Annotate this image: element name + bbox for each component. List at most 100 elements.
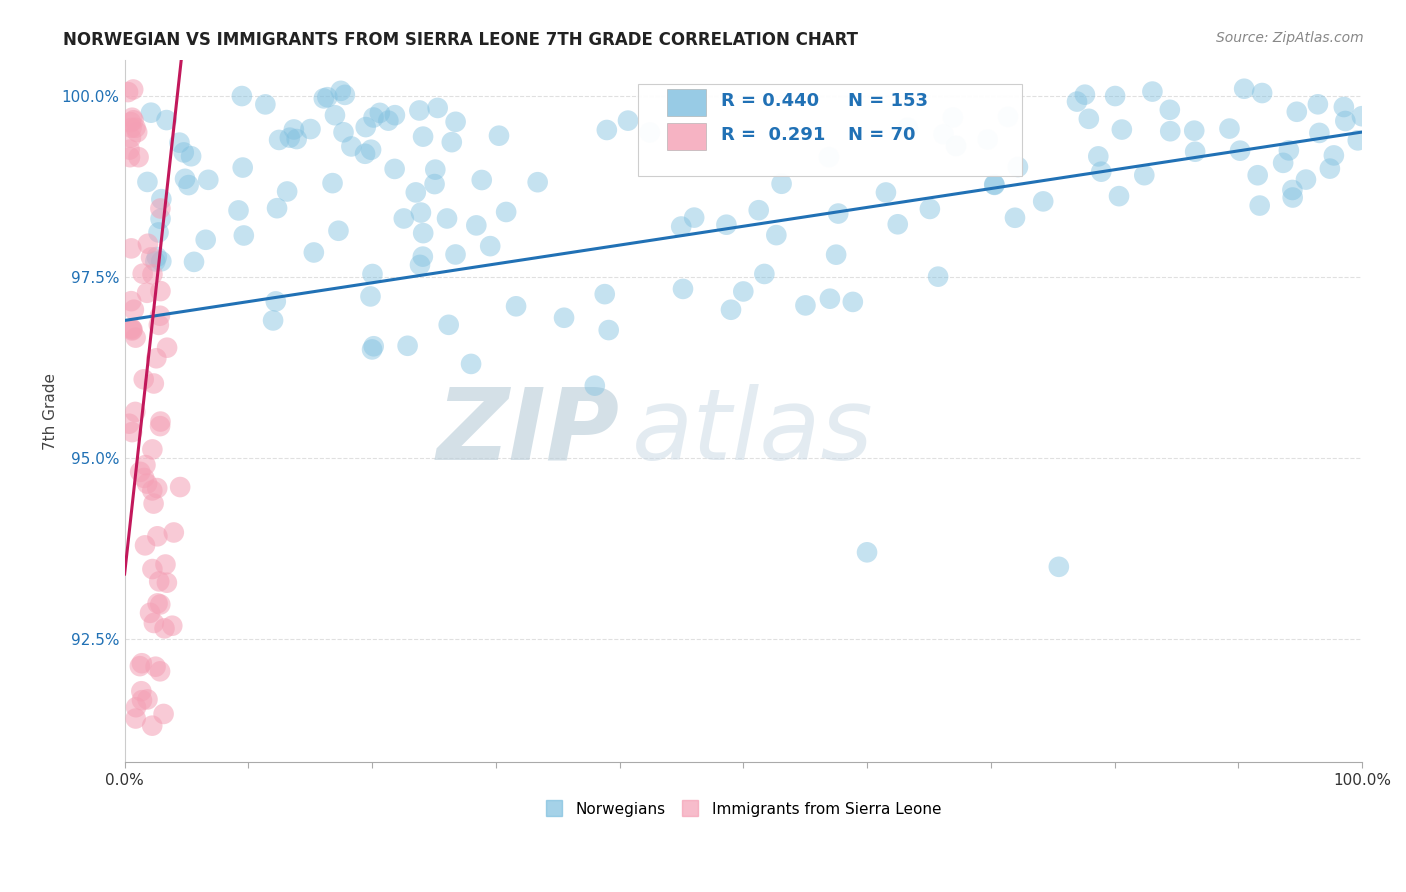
Point	[136, 285, 159, 300]
Point	[683, 211, 706, 225]
Point	[748, 203, 770, 218]
Text: N = 70: N = 70	[848, 126, 915, 144]
Point	[1133, 168, 1156, 182]
Bar	[666, 123, 706, 150]
Point	[156, 575, 179, 590]
Point	[1108, 189, 1130, 203]
Point	[142, 615, 165, 630]
Point	[942, 111, 965, 125]
Point	[155, 113, 177, 128]
Point	[122, 302, 145, 317]
Point	[146, 250, 169, 264]
Point	[139, 251, 162, 265]
Point	[1074, 87, 1097, 102]
Point	[377, 113, 399, 128]
Point	[460, 357, 482, 371]
Point	[945, 138, 967, 153]
Point	[146, 481, 169, 495]
Point	[897, 120, 920, 135]
Point	[412, 226, 434, 240]
Point	[194, 233, 217, 247]
Point	[124, 405, 146, 419]
Point	[1281, 190, 1303, 204]
Point	[818, 292, 841, 306]
Point	[1347, 133, 1369, 147]
Point	[340, 139, 363, 153]
Point	[827, 206, 849, 220]
Point	[149, 309, 172, 323]
Point	[142, 497, 165, 511]
Point	[141, 442, 163, 457]
Point	[149, 665, 172, 679]
Point	[149, 284, 172, 298]
Point	[150, 254, 173, 268]
Point	[1004, 211, 1026, 225]
Point	[231, 89, 253, 103]
Point	[444, 115, 467, 129]
Point	[384, 161, 406, 176]
Point	[141, 268, 163, 282]
Point	[134, 458, 156, 472]
Point	[1281, 183, 1303, 197]
Point	[932, 128, 955, 142]
Point	[976, 132, 998, 146]
Point	[117, 85, 139, 99]
Point	[593, 287, 616, 301]
Point	[146, 529, 169, 543]
Point	[125, 700, 148, 714]
Point	[444, 247, 467, 261]
Point	[1319, 161, 1341, 176]
Point	[129, 465, 152, 479]
Text: ZIP: ZIP	[436, 384, 620, 481]
Point	[180, 149, 202, 163]
Point	[436, 211, 458, 226]
Point	[1111, 122, 1133, 136]
Text: Source: ZipAtlas.com: Source: ZipAtlas.com	[1216, 31, 1364, 45]
Point	[526, 175, 548, 189]
Point	[183, 255, 205, 269]
Point	[136, 476, 159, 491]
Point	[232, 228, 254, 243]
Point	[409, 258, 432, 272]
Bar	[666, 89, 706, 116]
Point	[1333, 100, 1355, 114]
Point	[440, 135, 463, 149]
Point	[408, 103, 430, 118]
Point	[128, 150, 150, 164]
Point	[1295, 172, 1317, 186]
Point	[1032, 194, 1054, 209]
Point	[136, 692, 159, 706]
Point	[141, 719, 163, 733]
Point	[177, 178, 200, 193]
Point	[918, 202, 941, 216]
Point	[264, 294, 287, 309]
Point	[134, 538, 156, 552]
Point	[672, 282, 695, 296]
Point	[162, 618, 184, 632]
Point	[392, 211, 415, 226]
Point	[409, 205, 432, 219]
Point	[278, 130, 301, 145]
Point	[1184, 145, 1206, 159]
Point	[332, 125, 354, 139]
Point	[825, 248, 848, 262]
Point	[1247, 168, 1270, 182]
Point	[437, 318, 460, 332]
Point	[197, 173, 219, 187]
Point	[120, 115, 142, 129]
Point	[254, 97, 277, 112]
Point	[1142, 85, 1164, 99]
Point	[232, 161, 254, 175]
Point	[118, 143, 141, 157]
Point	[299, 122, 322, 136]
Point	[1308, 126, 1330, 140]
Point	[354, 146, 377, 161]
Point	[1090, 164, 1112, 178]
Point	[145, 659, 167, 673]
Text: R = 0.440: R = 0.440	[721, 92, 820, 110]
Legend: Norwegians, Immigrants from Sierra Leone: Norwegians, Immigrants from Sierra Leone	[537, 794, 949, 825]
Point	[131, 657, 153, 671]
Point	[122, 82, 145, 96]
Point	[794, 298, 817, 312]
Point	[617, 113, 640, 128]
